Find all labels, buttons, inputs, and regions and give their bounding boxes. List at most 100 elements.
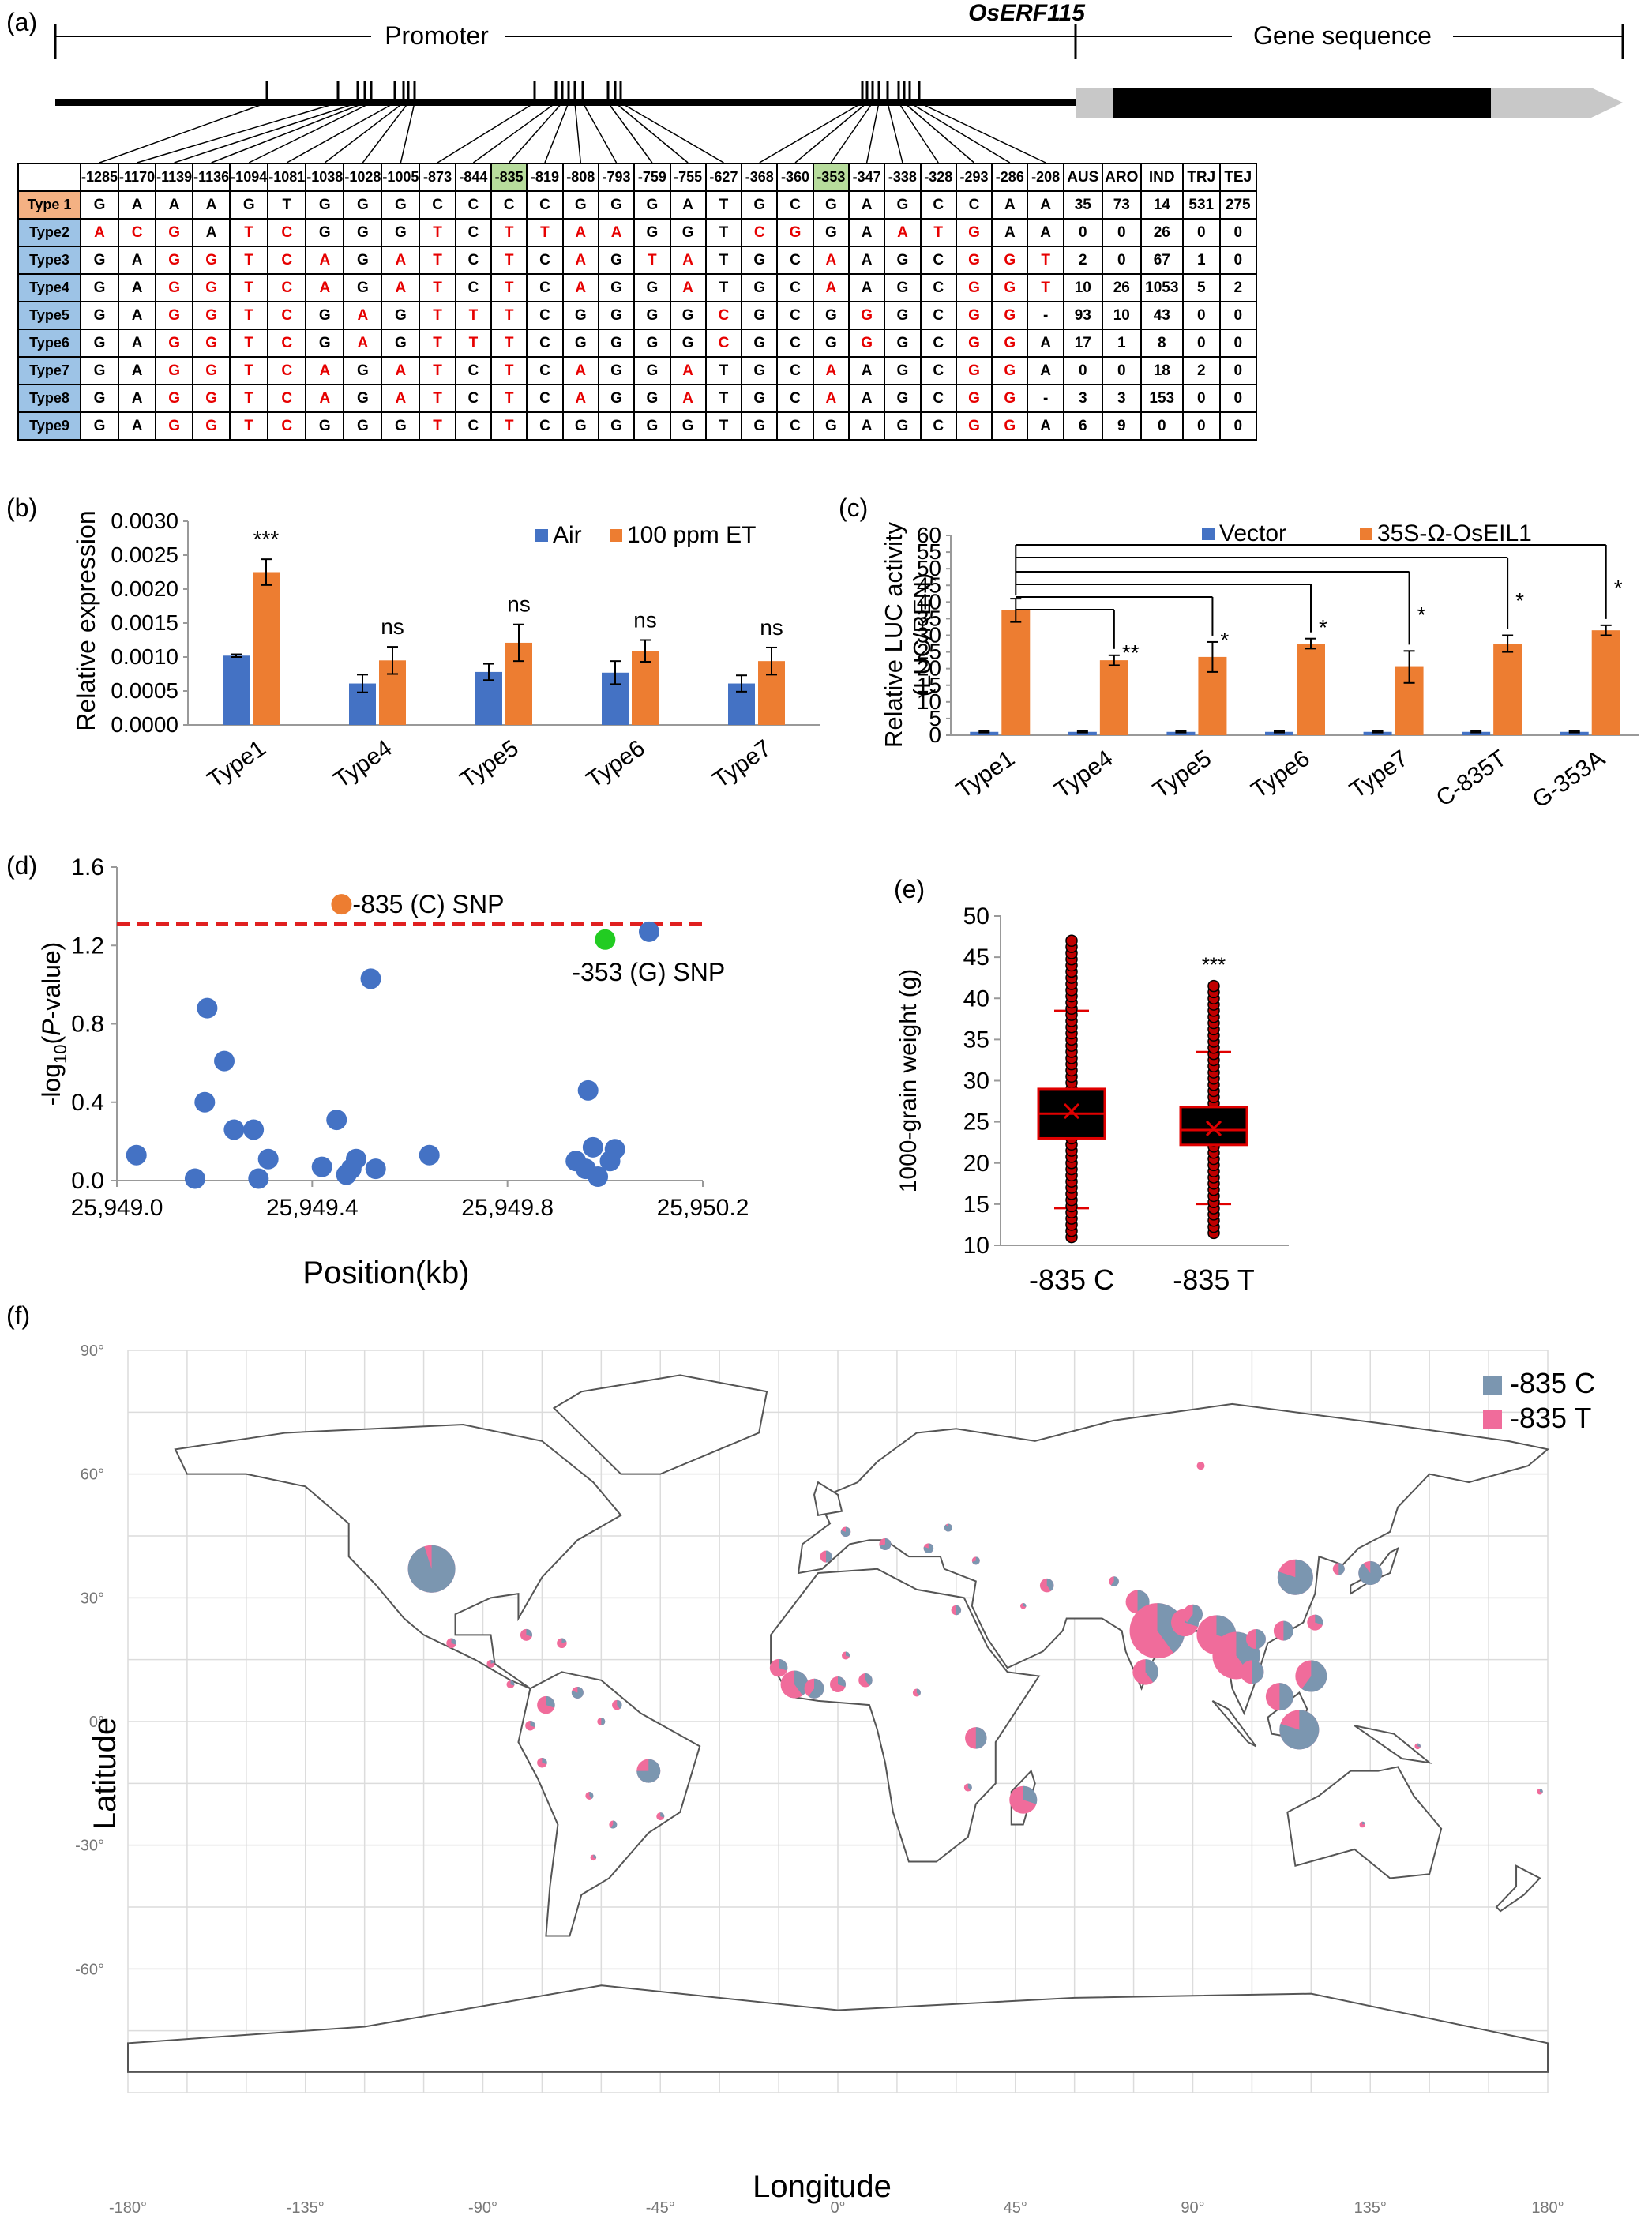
bar — [253, 572, 280, 725]
base-cell: A — [847, 218, 886, 247]
base-cell: C — [454, 356, 493, 385]
position-header: -338 — [884, 163, 922, 192]
legend-swatch — [1483, 1410, 1502, 1429]
base-cell: G — [633, 329, 671, 358]
y-tick-label: 10 — [917, 689, 941, 714]
y-axis-title: 1000-grain weight (g) — [895, 969, 922, 1193]
pie-marker-c — [944, 1523, 952, 1532]
x-tick-label: 25,949.0 — [71, 1195, 163, 1221]
base-cell: A — [847, 411, 886, 441]
base-cell: G — [192, 329, 231, 358]
base-cell: A — [1027, 190, 1064, 220]
base-cell: T — [229, 218, 269, 247]
count-cell: 35 — [1062, 190, 1103, 220]
base-cell: A — [669, 190, 707, 220]
base-cell: C — [526, 246, 564, 275]
count-cell: 5 — [1181, 273, 1221, 302]
haplotype-label: Type4 — [17, 273, 81, 302]
x-tick-label: -45° — [646, 2199, 675, 2217]
base-cell: T — [419, 329, 456, 358]
base-cell: G — [79, 329, 120, 358]
base-cell: G — [155, 218, 194, 247]
y-tick-label: 0.4 — [71, 1090, 104, 1116]
pie-marker-c — [1417, 1743, 1421, 1748]
snp-connector — [614, 102, 689, 163]
pie-marker-c — [1256, 1629, 1266, 1650]
data-point — [419, 1144, 440, 1166]
base-cell: G — [343, 273, 383, 302]
base-cell: C — [526, 356, 564, 385]
count-cell: 153 — [1140, 384, 1184, 413]
y-tick-label: 30° — [81, 1590, 104, 1607]
base-cell: C — [776, 384, 814, 413]
snp-connector — [362, 102, 409, 163]
base-cell: G — [955, 218, 993, 247]
count-cell: 6 — [1062, 411, 1103, 441]
base-cell: A — [192, 218, 231, 247]
pie-marker-c — [526, 1628, 532, 1637]
base-cell: T — [490, 411, 528, 441]
count-cell: 0 — [1101, 246, 1142, 275]
base-cell: T — [229, 384, 269, 413]
snp-connector — [174, 102, 359, 163]
position-header: -360 — [776, 163, 814, 192]
base-cell: G — [991, 356, 1029, 385]
count-cell: 93 — [1062, 301, 1103, 330]
base-cell: - — [1027, 301, 1064, 330]
base-cell: G — [669, 218, 707, 247]
position-header: -1038 — [305, 163, 345, 192]
pie-marker-c — [1315, 1614, 1323, 1625]
y-tick-label: 10 — [963, 1233, 989, 1259]
base-cell: G — [155, 301, 194, 330]
base-cell: G — [955, 246, 993, 275]
base-cell: A — [561, 356, 599, 385]
base-cell: T — [919, 218, 957, 247]
highlight-label: -835 (C) SNP — [352, 890, 504, 918]
category-label: Type7 — [1345, 745, 1413, 804]
significance-label: ns — [760, 615, 783, 640]
base-cell: G — [155, 246, 194, 275]
base-cell: A — [561, 246, 599, 275]
base-cell: G — [955, 329, 993, 358]
bar — [1265, 731, 1293, 735]
haplotype-row: Type2 A C G A T C G G G T C T T A A G G T C G G A A T G A A 0 0 26 0 0 — [17, 218, 1257, 247]
position-header: -1094 — [229, 163, 269, 192]
base-cell: G — [79, 356, 120, 385]
pie-marker-c — [510, 1680, 515, 1686]
y-tick-label: 0.0030 — [111, 509, 178, 533]
base-cell: C — [419, 190, 456, 220]
base-cell: T — [490, 273, 528, 302]
snp-connector — [607, 102, 653, 163]
data-point — [311, 1156, 332, 1177]
count-cell: 9 — [1101, 411, 1142, 441]
count-cell: 14 — [1140, 190, 1184, 220]
base-cell: G — [633, 356, 671, 385]
base-cell: G — [343, 190, 383, 220]
haplotype-label: Type3 — [17, 246, 81, 275]
x-tick-label: 25,949.4 — [266, 1195, 359, 1221]
pie-marker-c — [610, 1820, 618, 1829]
gene-utr3 — [1491, 88, 1623, 118]
base-cell: G — [192, 301, 231, 330]
position-header: -347 — [847, 163, 886, 192]
base-cell: C — [919, 273, 957, 302]
gene-sequence-label: Gene sequence — [1253, 21, 1432, 50]
y-tick-label: 25 — [917, 640, 941, 664]
position-header: -873 — [419, 163, 456, 192]
base-cell: T — [704, 190, 743, 220]
pie-marker-c — [840, 1526, 851, 1538]
base-cell: T — [454, 301, 493, 330]
pie-marker-c — [808, 1678, 824, 1699]
panel-label-f: (f) — [6, 1301, 31, 1330]
position-header: -808 — [561, 163, 599, 192]
base-cell: C — [919, 411, 957, 441]
base-cell: G — [633, 411, 671, 441]
base-cell: T — [704, 384, 743, 413]
pie-marker-c — [1145, 1659, 1158, 1683]
base-cell: C — [454, 190, 493, 220]
base-cell: G — [741, 384, 779, 413]
pie-marker-c — [593, 1854, 597, 1859]
x-tick-label: 0° — [830, 2199, 845, 2217]
base-cell: T — [490, 384, 528, 413]
y-tick-label: 20 — [963, 1151, 989, 1177]
